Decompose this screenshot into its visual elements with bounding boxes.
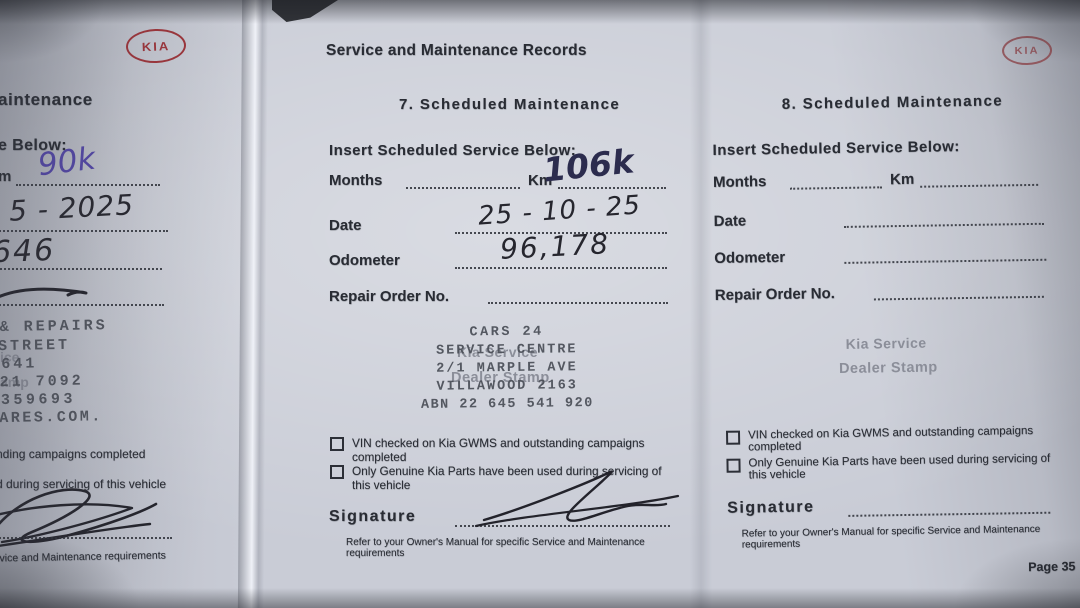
center-page: Service and Maintenance Records 7. Sched…	[326, 42, 680, 559]
left-dealer-stamp-fragment-1: ice	[0, 349, 20, 365]
kia-logo-text: KIA	[1014, 44, 1040, 57]
date-dotted-line	[455, 232, 667, 234]
parts-check-label: Only Genuine Kia Parts have been used du…	[352, 464, 662, 492]
left-km-dotted-line	[16, 184, 160, 186]
dealer-stamp-label-line1: Kia Service	[457, 344, 538, 360]
vin-check-row: VIN checked on Kia GWMS and outstanding …	[330, 436, 675, 464]
left-page: KIA aintenance e Below: m 90k - 5 - 2025…	[0, 0, 250, 608]
km-dotted-line	[558, 187, 666, 189]
left-vin-check-fragment: nding campaigns completed	[0, 447, 146, 461]
date-handwritten-value: 25 - 10 - 25	[477, 190, 642, 232]
km-handwritten-value: 106k	[541, 141, 636, 190]
left-odometer-dotted-line	[0, 268, 162, 270]
dealer-stamp-label-line1: Kia Service	[845, 334, 927, 352]
kia-logo: KIA	[1001, 35, 1053, 66]
months-dotted-line	[406, 187, 520, 189]
date-label: Date	[713, 212, 747, 230]
date-label: Date	[329, 217, 362, 234]
odometer-dotted-line	[455, 267, 667, 269]
right-footer-note: Refer to your Owner's Manual for specifi…	[741, 523, 1041, 551]
left-dealer-stamp-fragment-2: amp	[0, 374, 29, 390]
checkbox-icon	[330, 437, 344, 451]
repair-order-label: Repair Order No.	[714, 285, 836, 304]
km-dotted-line	[920, 183, 1039, 188]
center-footer-note: Refer to your Owner's Manual for specifi…	[346, 537, 645, 559]
cars24-rubber-stamp: CARS 24 SERVICE CENTRE 2/1 MARPLE AVE VI…	[402, 323, 613, 415]
dealer-stamp-label-line2: Dealer Stamp	[451, 370, 550, 386]
date-dotted-line	[843, 222, 1044, 228]
repair-order-dotted-line	[488, 302, 668, 304]
km-label: Km	[528, 172, 553, 189]
left-date-dotted-line	[0, 230, 168, 232]
stamp-line: CARS 24	[469, 324, 544, 341]
odometer-label: Odometer	[714, 248, 786, 267]
signature-dotted-line	[455, 525, 670, 527]
insert-service-label: Insert Scheduled Service Below:	[329, 142, 577, 159]
left-signature	[0, 488, 158, 547]
center-signature	[474, 470, 680, 528]
dealer-stamp-label-line2: Dealer Stamp	[838, 359, 938, 378]
repair-order-label: Repair Order No.	[329, 288, 450, 305]
left-pen-stroke	[0, 287, 88, 299]
odometer-label: Odometer	[329, 252, 400, 269]
left-insert-label-fragment: e Below:	[0, 137, 67, 154]
left-repair-dotted-line	[0, 304, 164, 306]
checkbox-icon	[726, 458, 741, 473]
stamp-line: 2/1 MARPLE AVE	[436, 360, 578, 377]
stamp-line: ABN 22 645 541 920	[420, 396, 594, 413]
parts-check-row: Only Genuine Kia Parts have been used du…	[726, 453, 1062, 482]
right-page: KIA 8. Scheduled Maintenance Insert Sche…	[695, 0, 1080, 608]
months-dotted-line	[790, 186, 883, 190]
section-8-title: 8. Scheduled Maintenance	[781, 92, 1004, 113]
repair-order-dotted-line	[873, 295, 1044, 301]
vin-check-label: VIN checked on Kia GWMS and outstanding …	[747, 424, 1034, 454]
km-label: Km	[889, 170, 915, 189]
signature-label: Signature	[727, 498, 815, 517]
vin-check-label: VIN checked on Kia GWMS and outstanding …	[352, 436, 645, 464]
section-7-title: 7. Scheduled Maintenance	[399, 96, 621, 113]
vin-check-row: VIN checked on Kia GWMS and outstanding …	[725, 424, 1056, 454]
signature-label: Signature	[329, 508, 417, 525]
left-parts-check-fragment: d during servicing of this vehicle	[0, 477, 167, 491]
left-km-label-fragment: m	[0, 168, 12, 185]
stamp-line: VILLAWOOD 2163	[436, 378, 578, 395]
odometer-dotted-line	[844, 258, 1047, 264]
left-signature-dotted-line	[0, 537, 172, 539]
parts-check-row: Only Genuine Kia Parts have been used du…	[330, 464, 680, 492]
months-label: Months	[329, 172, 383, 189]
booklet-header-title: Service and Maintenance Records	[326, 42, 587, 59]
stamp-line: SERVICE CENTRE	[436, 342, 578, 359]
parts-check-label: Only Genuine Kia Parts have been used du…	[748, 452, 1051, 482]
checkbox-icon	[330, 465, 344, 479]
signature-dotted-line	[848, 511, 1051, 517]
months-label: Months	[712, 173, 767, 191]
odometer-handwritten-value: 96,178	[499, 227, 611, 266]
checkbox-icon	[725, 430, 741, 445]
insert-service-label: Insert Scheduled Service Below:	[712, 138, 960, 159]
page-number: Page 35	[1028, 559, 1076, 575]
left-section-title-fragment: aintenance	[0, 90, 93, 109]
